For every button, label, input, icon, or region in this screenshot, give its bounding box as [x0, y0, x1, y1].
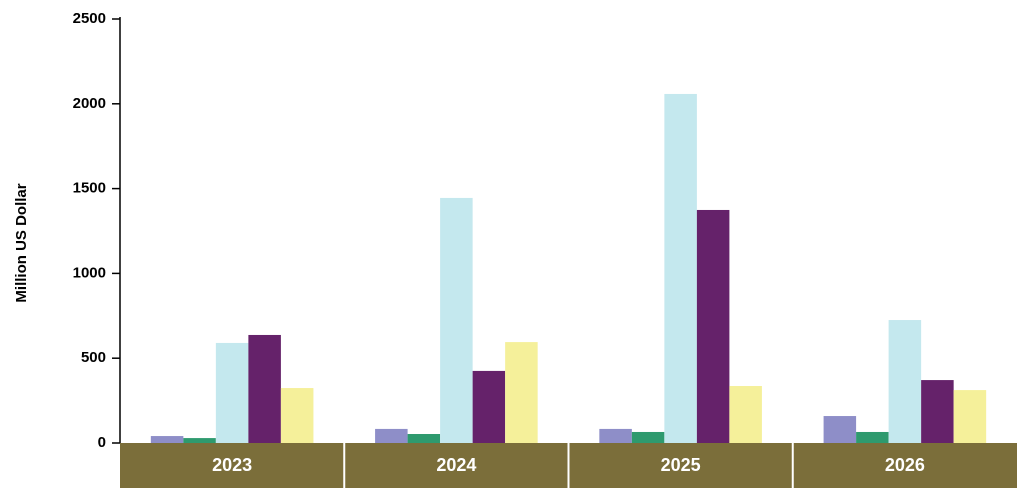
y-tick-label: 500	[81, 349, 106, 366]
y-tick-label: 2000	[73, 95, 106, 112]
bar	[248, 334, 281, 443]
bar	[696, 209, 730, 443]
bar	[664, 93, 697, 444]
bar	[472, 370, 506, 443]
bar	[183, 438, 216, 443]
bar	[407, 434, 441, 443]
y-tick-label: 1500	[73, 180, 106, 197]
bar	[888, 320, 922, 443]
y-tick-label: 0	[98, 434, 106, 451]
bar	[150, 436, 184, 443]
bar	[921, 380, 954, 443]
bar	[215, 342, 249, 443]
x-tick-label: 2024	[436, 455, 476, 475]
bar	[953, 390, 987, 443]
y-tick-label: 1000	[73, 264, 106, 281]
bar	[729, 386, 762, 443]
bar	[505, 342, 538, 443]
x-tick-label: 2023	[212, 455, 252, 475]
bar	[440, 197, 473, 443]
bar	[823, 416, 857, 443]
x-tick-label: 2025	[661, 455, 701, 475]
bar	[856, 431, 889, 443]
x-tick-label: 2026	[885, 455, 925, 475]
y-axis-label: Million US Dollar	[13, 183, 30, 302]
y-tick-label: 2500	[73, 10, 106, 27]
bar	[631, 431, 665, 443]
bar	[280, 388, 314, 443]
bar	[375, 428, 408, 443]
bar	[599, 428, 632, 443]
